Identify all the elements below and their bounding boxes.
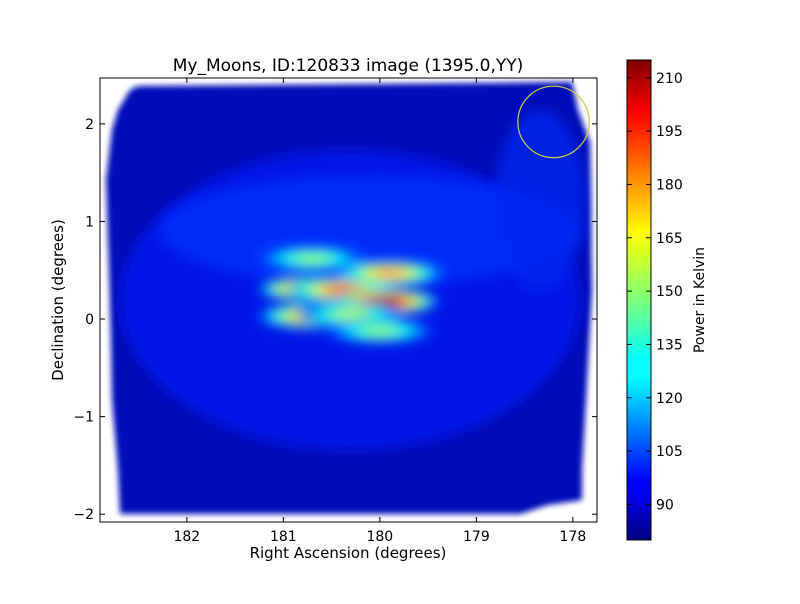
hotspot-5 xyxy=(336,260,443,286)
hotspot-7 xyxy=(326,318,433,344)
x-tick-label: 179 xyxy=(463,529,490,545)
plot-area: 182 181 180 179 178 2 1 0 −1 −2 xyxy=(73,77,598,545)
colorbar-tick-label: 135 xyxy=(656,337,683,353)
colorbar-tick-label: 210 xyxy=(656,71,683,87)
colorbar-tick-label: 165 xyxy=(656,231,683,247)
y-tick-label: 0 xyxy=(85,312,94,328)
y-tick-label: 2 xyxy=(85,117,94,133)
colorbar-ticks: 90 105 120 135 150 165 180 195 210 xyxy=(627,71,683,513)
colorbar-tick-label: 195 xyxy=(656,124,683,140)
x-tick-label: 180 xyxy=(366,529,393,545)
y-axis-label: Declination (degrees) xyxy=(49,219,67,381)
plot-frame xyxy=(99,77,598,523)
hotspot-layer xyxy=(363,325,397,336)
x-tick-label: 182 xyxy=(173,529,200,545)
y-tick-label: −2 xyxy=(73,507,94,523)
y-tick-label: 1 xyxy=(85,214,94,230)
colorbar-tick-label: 105 xyxy=(656,444,683,460)
x-axis-ticks: 182 181 180 179 178 xyxy=(173,78,586,545)
y-axis-ticks: 2 1 0 −1 −2 xyxy=(73,117,597,523)
colorbar-tick-label: 120 xyxy=(656,391,683,407)
y-tick-label: −1 xyxy=(73,410,94,426)
colorbar-tick-label: 180 xyxy=(656,177,683,193)
heatmap-hotspots xyxy=(259,245,443,344)
x-tick-label: 178 xyxy=(560,529,587,545)
hotspot-8 xyxy=(259,245,366,272)
colorbar-tick-label: 150 xyxy=(656,284,683,300)
colorbar-label: Power in Kelvin xyxy=(692,247,708,353)
hotspot-layer xyxy=(334,309,368,319)
hotspot-layer xyxy=(295,253,329,264)
reference-circle xyxy=(517,85,590,159)
x-axis-label: Right Ascension (degrees) xyxy=(250,544,447,562)
colorbar: 90 105 120 135 150 165 180 195 210 Power in Kelv… xyxy=(626,59,708,541)
field-glow-right xyxy=(495,110,585,290)
colorbar-gradient xyxy=(626,59,652,541)
x-tick-label: 181 xyxy=(270,529,297,545)
hotspot-layer xyxy=(373,268,406,278)
colorbar-tick-label: 90 xyxy=(656,497,674,513)
chart-title: My_Moons, ID:120833 image (1395.0,YY) xyxy=(173,56,524,76)
